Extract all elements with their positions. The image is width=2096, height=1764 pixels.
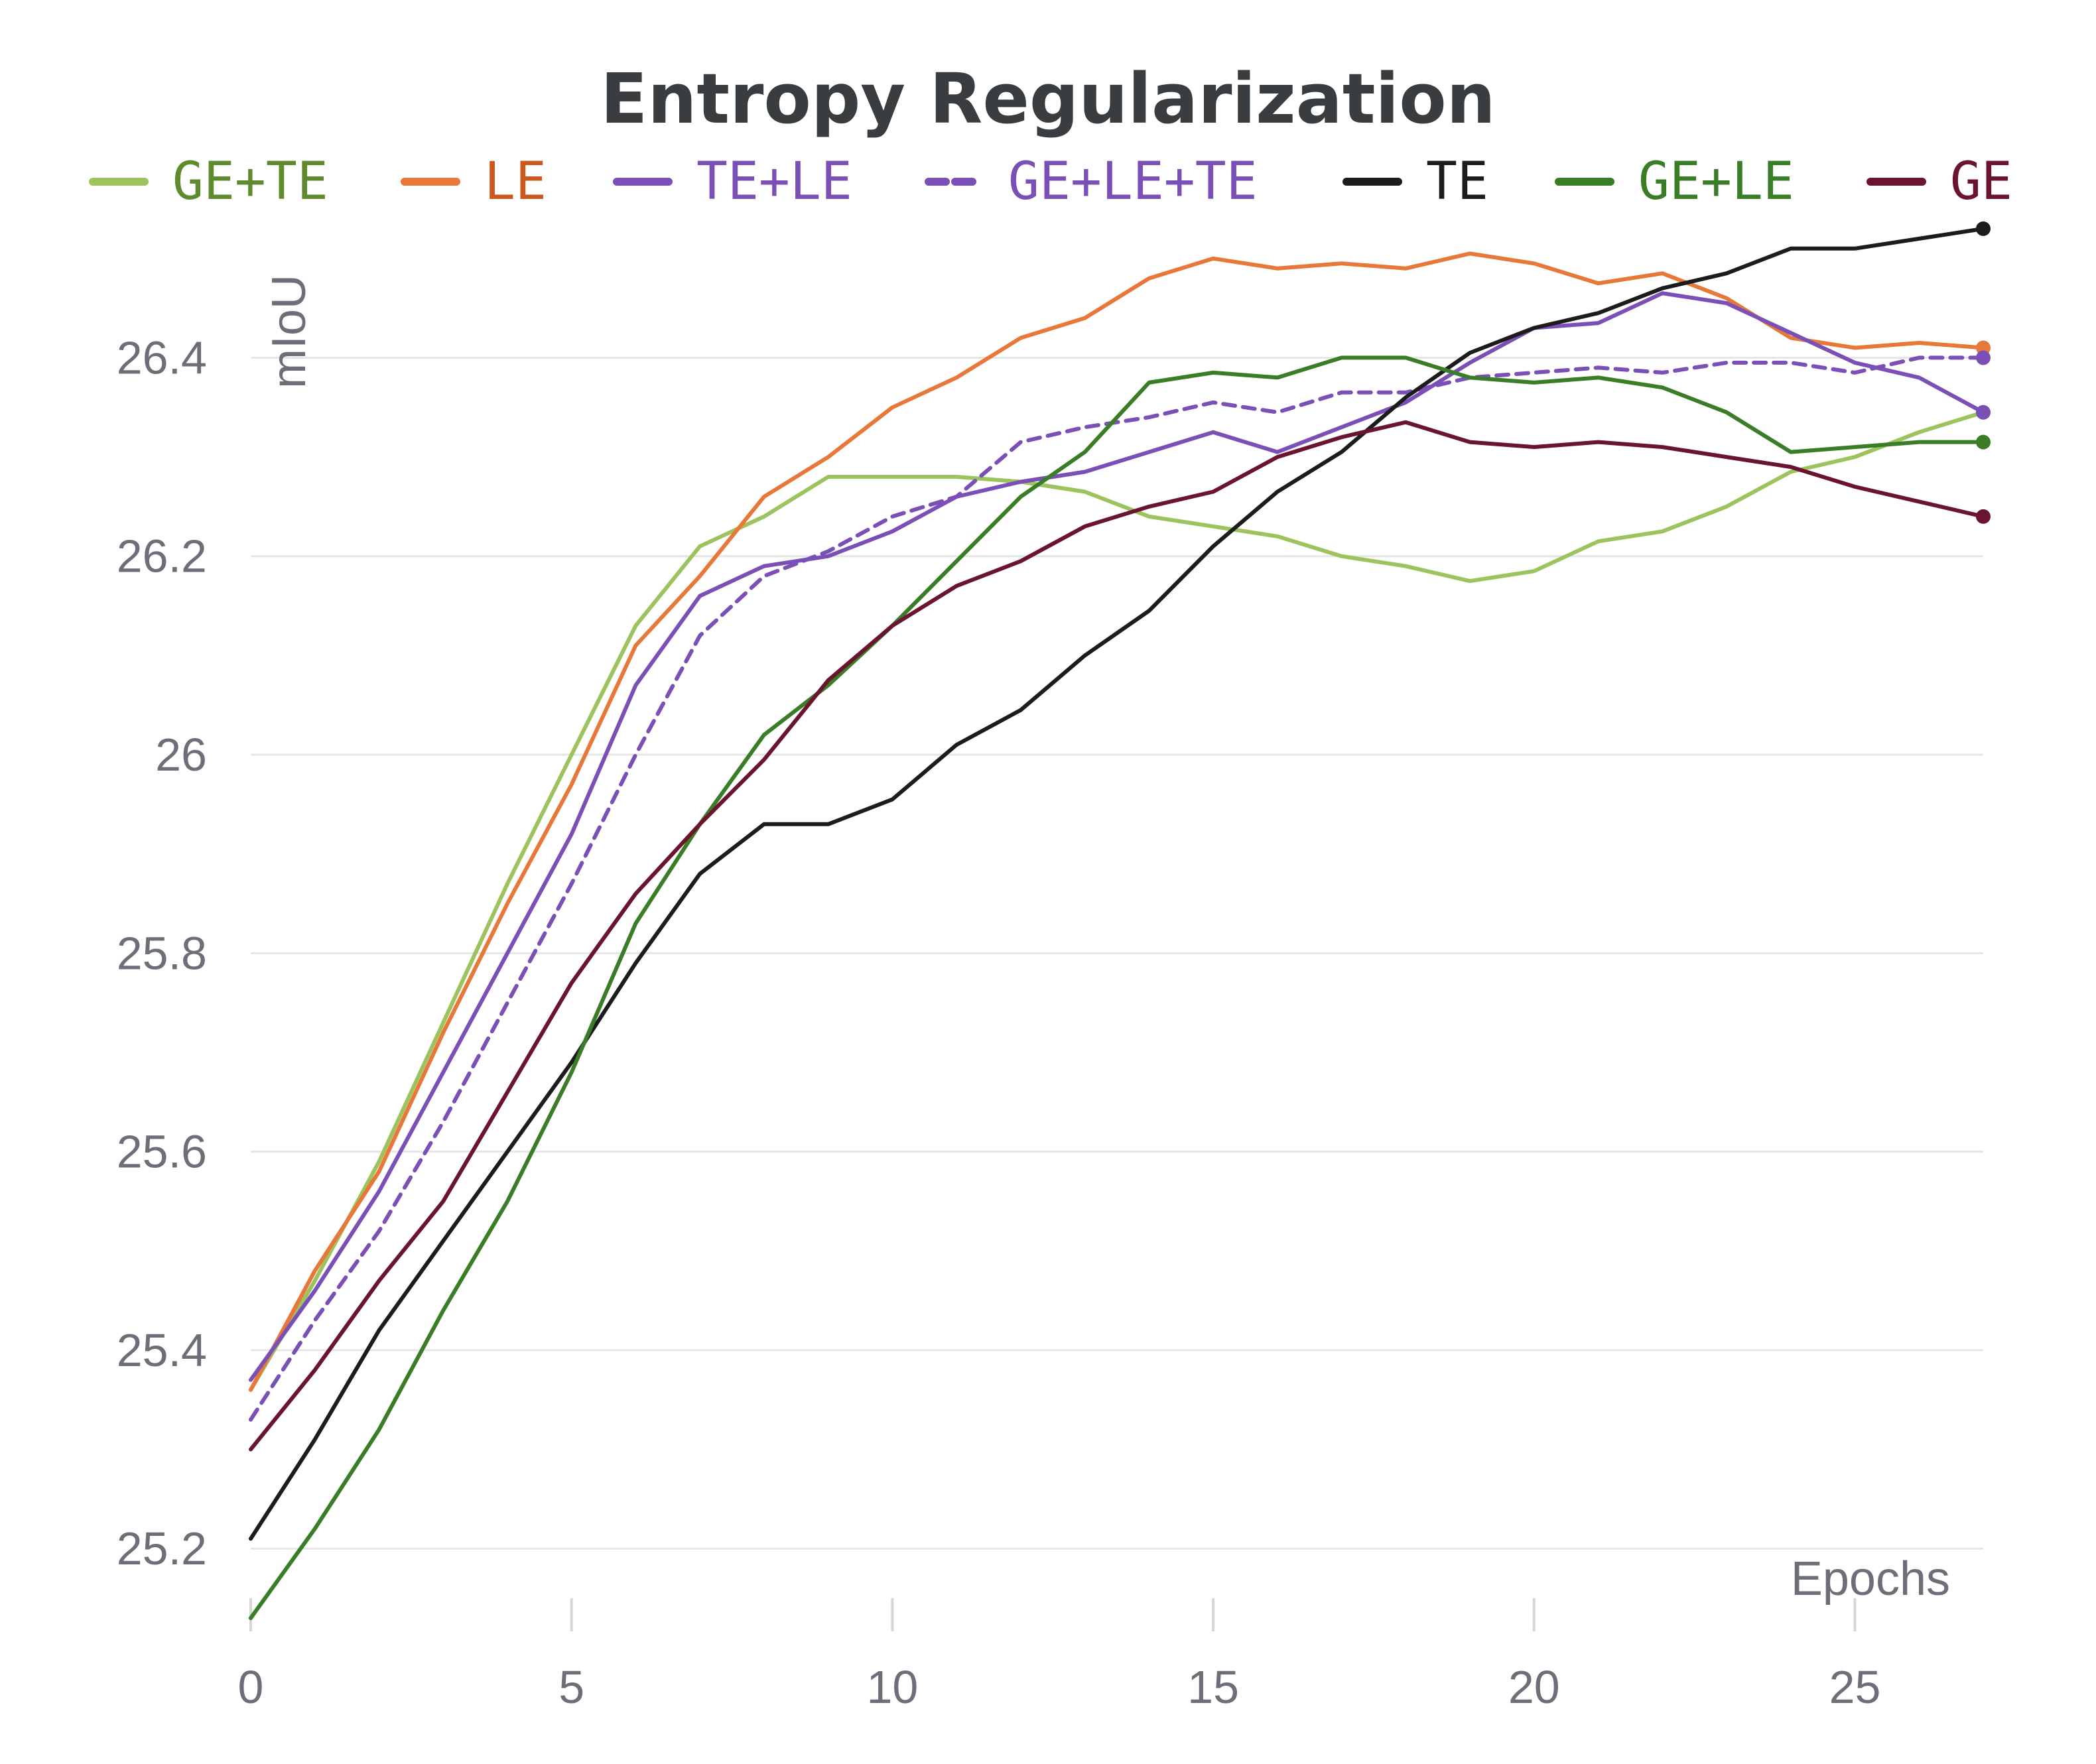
x-tick-label: 5 (558, 1661, 584, 1713)
legend-item[interactable]: GE (1867, 152, 2012, 212)
y-tick-label: 26.4 (117, 332, 207, 383)
legend-label: TE+LE (696, 152, 852, 212)
series-line (249, 291, 1985, 1382)
y-tick-label: 25.2 (117, 1523, 207, 1574)
legend-item[interactable]: LE (401, 152, 547, 212)
y-axis-label: mIoU (263, 275, 316, 389)
chart-title: Entropy Regularization (600, 58, 1495, 139)
legend-item[interactable]: GE+LE+TE (925, 152, 1258, 212)
legend-label: TE (1426, 152, 1488, 212)
series-line (249, 410, 1985, 1392)
y-tick-label: 25.4 (117, 1324, 207, 1376)
legend-item[interactable]: GE+TE (89, 152, 328, 212)
grid-lines (251, 356, 1983, 1550)
y-tick-label: 26.2 (117, 531, 207, 582)
y-axis: 25.2 25.4 25.6 25.8 26 26.2 26.4 (117, 332, 207, 1574)
series-line (249, 355, 1985, 1422)
x-tick-label: 15 (1187, 1661, 1239, 1713)
x-tick-label: 25 (1829, 1661, 1881, 1713)
legend-label: LE (484, 152, 547, 212)
x-tick-label: 0 (238, 1661, 264, 1713)
series-lines (249, 221, 1991, 1620)
series-end-point (1976, 509, 1991, 524)
legend-item[interactable]: GE+LE (1555, 152, 1794, 212)
x-tick-label: 10 (866, 1661, 918, 1713)
series-end-point (1976, 221, 1991, 236)
y-tick-label: 25.8 (117, 927, 207, 979)
legend-label: GE+LE+TE (1008, 152, 1258, 212)
series-end-point (1976, 350, 1991, 365)
legend-item[interactable]: TE (1343, 152, 1488, 212)
legend-item[interactable]: TE+LE (613, 152, 852, 212)
x-axis-label: Epochs (1791, 1552, 1950, 1606)
legend-label: GE (1950, 152, 2012, 212)
legend[interactable]: GE+TE LE TE+LE GE+LE+TE TE GE+LE GE (89, 152, 2012, 212)
series-line (249, 355, 1985, 1620)
legend-label: GE+LE (1638, 152, 1794, 212)
series-end-point (1976, 405, 1991, 420)
legend-label: GE+TE (172, 152, 328, 212)
x-axis: 0 5 10 15 20 25 (238, 1598, 1881, 1713)
y-tick-label: 25.6 (117, 1126, 207, 1178)
series-line (249, 226, 1985, 1541)
x-tick-label: 20 (1508, 1661, 1560, 1713)
series-line (249, 251, 1985, 1392)
series-end-point (1976, 434, 1991, 450)
y-tick-label: 26 (155, 729, 207, 781)
series-line (249, 420, 1985, 1452)
